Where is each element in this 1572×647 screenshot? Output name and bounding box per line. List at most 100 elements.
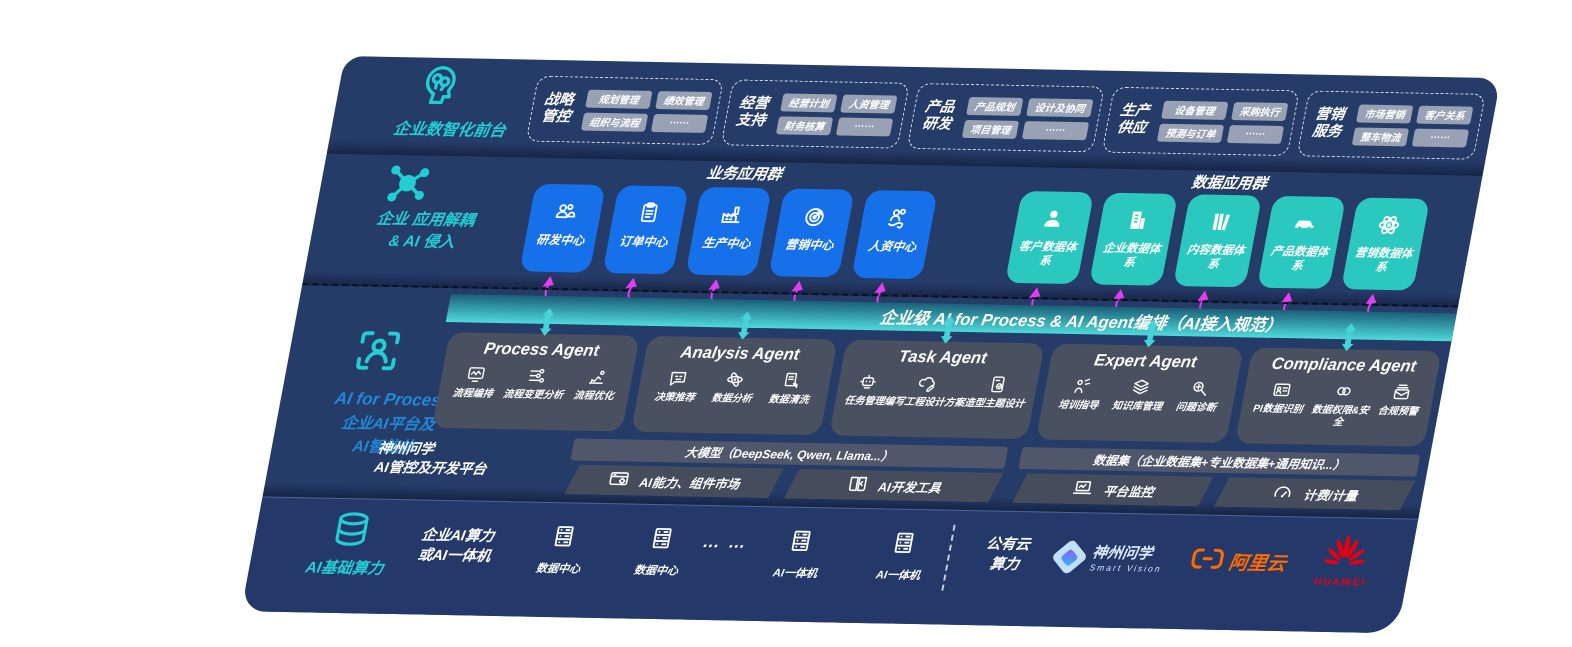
laptop-icon	[1069, 477, 1096, 502]
dataset-bar: 数据集（企业数据集+专业数据集+通用知识...）	[1018, 447, 1421, 477]
data-tiles: 客户数据体系 企业数据体系 内容数据体系 产品数据体系	[1004, 191, 1431, 332]
pill: 规划管理	[585, 89, 653, 109]
molecule-icon	[376, 157, 439, 215]
mail-alert-icon	[1390, 382, 1414, 402]
pill: 采购执行	[1231, 101, 1289, 121]
book-code-icon	[844, 472, 871, 497]
database-icon	[326, 512, 371, 556]
layers-icon	[1129, 377, 1153, 397]
platform-right-cells: 平台监控 计费/计量	[1012, 473, 1416, 511]
devtools-cell: AI开发工具	[784, 469, 1004, 503]
pill: 整车物流	[1351, 126, 1410, 146]
agent-expert: Expert Agent 培训指导 知识库管理 问题诊断	[1035, 319, 1244, 443]
capability-market-label: AI能力、组件市场	[638, 475, 741, 492]
pill: 产品规划	[966, 96, 1024, 116]
pill: 预测与订单	[1156, 123, 1225, 143]
robot-icon	[856, 372, 880, 392]
teal-double-arrow	[1342, 323, 1357, 352]
data-group-title: 数据应用群	[1190, 174, 1269, 193]
teal-double-arrow	[539, 307, 554, 336]
group-name: 战略管控	[539, 91, 576, 126]
public-cloud-label: 公有云 算力	[984, 536, 1032, 573]
infrastructure-band: AI基础算力 企业AI算力 或AI一体机 数据中心 数据中心 … … AI一体机…	[241, 496, 1419, 634]
tile-rd-center: 研发中心	[519, 183, 606, 314]
pill: ……	[835, 117, 894, 136]
server-icon	[785, 530, 814, 558]
smartvision-logo: 神州问学 Smart Vision	[1051, 538, 1167, 575]
agent-title: Task Agent	[897, 347, 989, 368]
tile-marketing-data: 营销数据体系	[1340, 197, 1431, 332]
person-icon	[1037, 204, 1068, 232]
billing-label: 计费/计量	[1302, 488, 1359, 503]
teal-double-arrow	[738, 311, 753, 340]
group-product-rd: 产品研发 产品规划 设计及协同 项目管理 ……	[906, 83, 1105, 153]
group-name: 经营支持	[734, 95, 770, 130]
agent-compliance: Compliance Agent PI数据识别 数据权限&安全 合规预警	[1234, 323, 1442, 447]
ai-appliance-node: AI一体机	[875, 529, 929, 583]
car-icon	[1288, 209, 1321, 237]
tile-label: 订单中心	[618, 234, 669, 250]
pill: ……	[650, 113, 709, 133]
pill: 项目管理	[961, 119, 1020, 139]
cloud-pencil-icon	[916, 373, 940, 393]
monitor-wave-icon	[464, 364, 488, 384]
pill: 组织与流程	[580, 112, 649, 132]
server-icon	[548, 526, 577, 553]
tile-label: 企业数据体系	[1101, 242, 1162, 270]
agents-row: Process Agent 流程编排 流程变更分析 流程优化 Analysis …	[431, 307, 1442, 447]
group-strategy: 战略管控 规划管理 绩效管理 组织与流程 ……	[525, 75, 724, 146]
tile-label: 内容数据体系	[1185, 244, 1246, 272]
teal-double-arrow	[1143, 319, 1158, 348]
sliders-icon	[525, 366, 549, 386]
pill: 经营计划	[780, 92, 838, 112]
platform-left-cells: AI能力、组件市场 AI开发工具	[564, 464, 1004, 502]
tile-label: 研发中心	[535, 232, 586, 248]
agent-title: Expert Agent	[1092, 351, 1199, 372]
group-production-supply: 生产供应 设备管理 采购执行 预测与订单 ……	[1101, 86, 1300, 157]
business-tiles: 研发中心 订单中心 生产中心 营销中心	[519, 183, 938, 320]
agent-title: Process Agent	[482, 339, 601, 360]
building-icon	[1121, 206, 1152, 234]
pill: 人资管理	[840, 94, 898, 114]
id-card-icon	[1270, 380, 1294, 400]
tile-label: 人资中心	[867, 239, 918, 254]
trainer-icon	[1070, 376, 1094, 396]
tile-order-center: 订单中心	[602, 185, 689, 316]
devtools-label: AI开发工具	[876, 479, 943, 495]
app-layer-label-line2: & AI 侵入	[387, 232, 457, 251]
tile-label: 营销数据体系	[1353, 247, 1414, 275]
capability-market-cell: AI能力、组件市场	[564, 464, 784, 498]
ai-appliance-node: AI一体机	[772, 527, 826, 581]
tile-customer-data: 客户数据体系	[1004, 191, 1095, 325]
links-icon	[1332, 381, 1356, 401]
billing-cell: 计费/计量	[1214, 477, 1416, 511]
diagram-panel: 企业数智化前台 战略管控 规划管理 绩效管理 组织与流程 …… 经营支持 经营计…	[241, 56, 1501, 634]
optimize-icon	[585, 367, 609, 387]
pill: ……	[1226, 124, 1285, 144]
enterprise-compute-label: 企业AI算力 或AI一体机	[416, 527, 496, 565]
agent-process: Process Agent 流程编排 流程变更分析 流程优化	[431, 307, 640, 432]
monitor-label: 平台监控	[1102, 484, 1155, 500]
tile-content-data: 内容数据体系	[1172, 194, 1263, 329]
server-icon	[646, 527, 675, 555]
group-marketing-service: 营销服务 市场营销 客户关系 整车物流 ……	[1296, 90, 1486, 160]
pill: ……	[1021, 120, 1090, 140]
alibaba-cloud-logo: 阿里云	[1189, 547, 1289, 576]
group-operation: 经营支持 经营计划 人资管理 财务核算 ……	[720, 79, 910, 149]
dev-platform-label-line2: AI管控及开发平台	[373, 458, 489, 477]
tile-label: 生产中心	[701, 235, 752, 251]
pill: 设计及协同	[1026, 97, 1094, 117]
agent-title: Compliance Agent	[1270, 354, 1418, 376]
factory-icon	[716, 200, 747, 228]
doc-clean-icon	[780, 370, 804, 390]
datacenter-node: 数据中心	[633, 525, 687, 579]
pill: 绩效管理	[655, 90, 713, 110]
datacenter-node: 数据中心	[535, 523, 589, 577]
ellipsis-nodes: … …	[701, 532, 750, 552]
tile-hr-center: 人资中心	[851, 190, 938, 320]
atom-orbit-icon	[723, 369, 747, 389]
tablet-check-icon	[986, 374, 1010, 394]
group-name: 生产供应	[1115, 102, 1151, 137]
huawei-petals-icon	[1319, 535, 1368, 575]
teal-double-arrow	[941, 315, 956, 344]
